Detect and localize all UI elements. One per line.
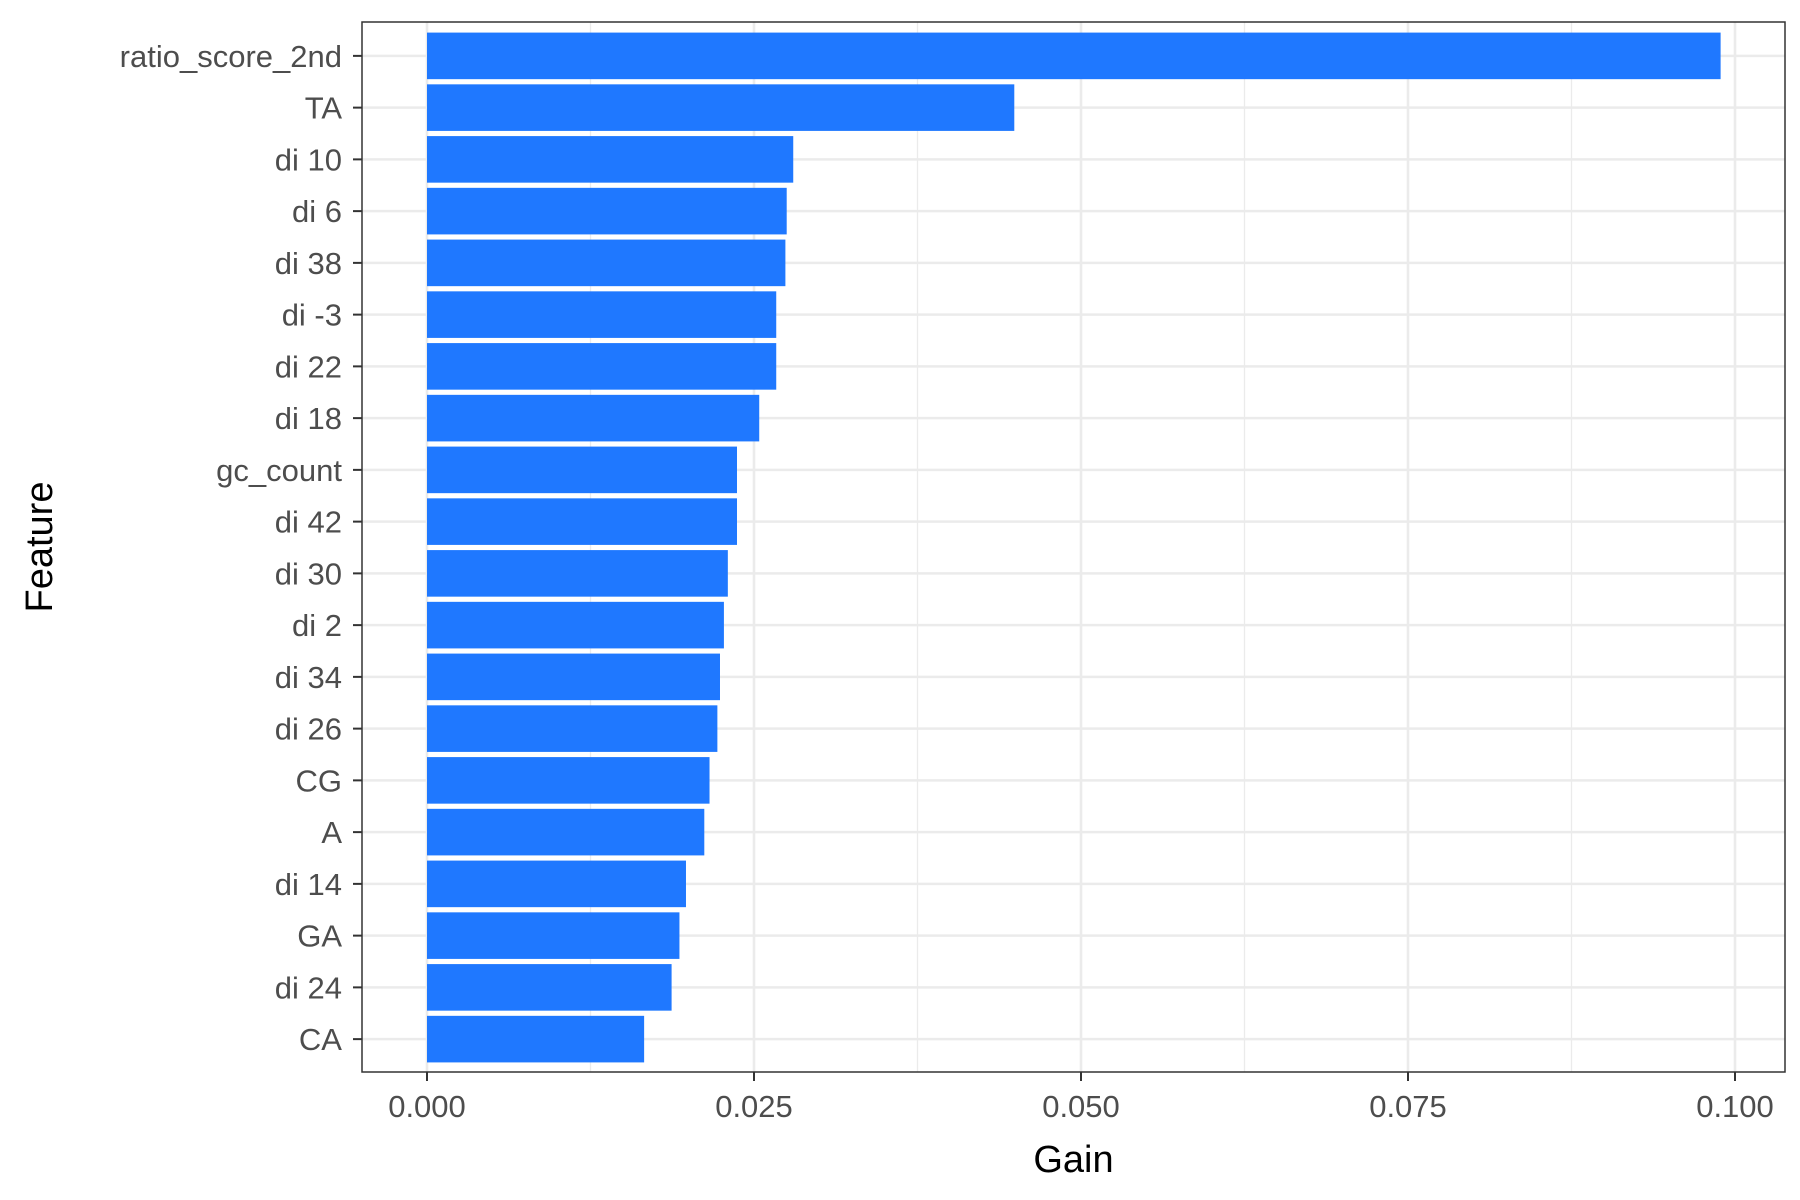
x-tick-label: 0.000 — [388, 1089, 466, 1124]
y-tick-label: di 22 — [275, 349, 342, 384]
bar — [427, 912, 680, 959]
bar — [427, 239, 786, 287]
y-tick-label: gc_count — [216, 453, 342, 488]
y-tick-label: CG — [296, 763, 343, 798]
y-tick-label: di 6 — [292, 194, 342, 229]
bar — [427, 446, 737, 494]
y-axis-title: Feature — [19, 482, 61, 613]
y-tick-label: di 38 — [275, 246, 342, 281]
y-tick-label: di 34 — [275, 660, 342, 695]
y-tick-label: di 30 — [275, 556, 342, 591]
bar — [427, 343, 777, 390]
y-tick-label: CA — [299, 1022, 342, 1057]
y-tick-label: A — [321, 815, 342, 850]
y-tick-label: di -3 — [282, 298, 342, 333]
y-tick-label: di 2 — [292, 608, 342, 643]
bar — [427, 705, 718, 752]
plot-panel-border — [361, 21, 1786, 1073]
bar — [427, 964, 672, 1011]
y-tick-label: ratio_score_2nd — [120, 39, 342, 74]
x-tick-label: 0.050 — [1042, 1089, 1120, 1124]
y-tick-label: di 24 — [275, 970, 342, 1005]
bar — [427, 601, 724, 649]
x-axis-title: Gain — [1033, 1139, 1113, 1181]
y-tick-label: di 42 — [275, 505, 342, 540]
y-tick-label: TA — [305, 91, 343, 126]
bar — [427, 84, 1015, 131]
y-tick-label: GA — [297, 919, 342, 954]
bar — [427, 498, 737, 545]
y-tick-label: di 18 — [275, 401, 342, 436]
x-tick-label: 0.100 — [1696, 1089, 1774, 1124]
bar — [427, 32, 1721, 80]
bar — [427, 860, 686, 908]
y-tick-label: di 10 — [275, 142, 342, 177]
bar — [427, 757, 710, 804]
bar — [427, 394, 760, 442]
x-tick-label: 0.075 — [1369, 1089, 1447, 1124]
bar — [427, 136, 794, 183]
y-tick-label: di 14 — [275, 867, 342, 902]
y-tick-label: di 26 — [275, 712, 342, 747]
bar — [427, 653, 720, 701]
bar-layer — [427, 32, 1721, 1063]
bar — [427, 187, 787, 235]
bar — [427, 1015, 645, 1063]
bar — [427, 808, 705, 856]
axis-layer: ratio_score_2nd TA di 10 di 6 di 38 di -3 di 2… — [120, 39, 1774, 1124]
x-tick-label: 0.025 — [715, 1089, 793, 1124]
bar — [427, 550, 728, 597]
bar — [427, 291, 777, 338]
